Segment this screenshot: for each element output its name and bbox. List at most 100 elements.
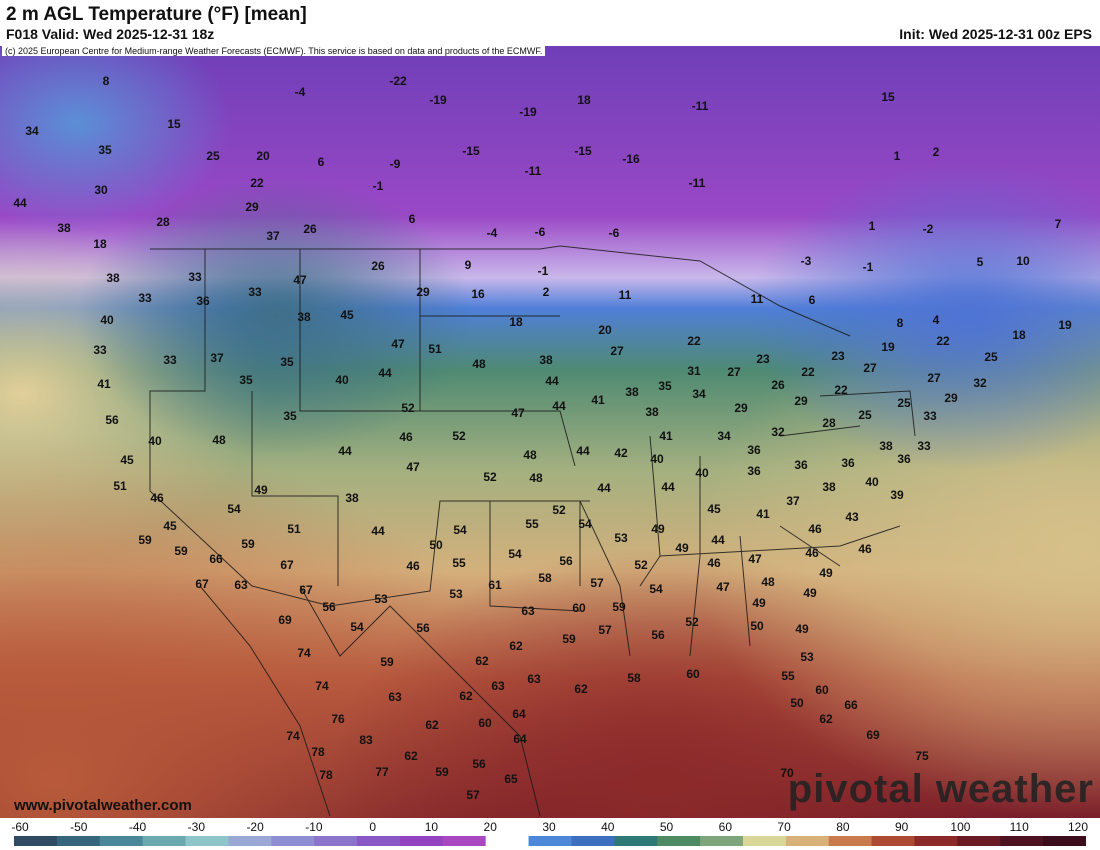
temp-label: 25 — [206, 149, 220, 163]
temp-label: 26 — [303, 222, 317, 236]
temp-label: 25 — [858, 408, 872, 422]
temp-label: 9 — [464, 258, 472, 272]
temp-label: 6 — [808, 293, 816, 307]
temp-label: -6 — [608, 226, 620, 240]
scale-tick: 30 — [542, 820, 556, 834]
temp-label: 20 — [598, 323, 612, 337]
temp-label: 38 — [345, 491, 359, 505]
temp-label: 59 — [562, 632, 576, 646]
temp-label: 53 — [800, 650, 814, 664]
temp-label: 47 — [293, 273, 307, 287]
temp-label: 35 — [283, 409, 297, 423]
colorbar-segment — [228, 836, 272, 846]
temp-label: 44 — [378, 366, 392, 380]
temp-label: 57 — [466, 788, 480, 802]
temp-label: 2 — [542, 285, 550, 299]
temp-label: -11 — [524, 164, 542, 178]
temp-label: -4 — [486, 226, 498, 240]
temp-label: 62 — [475, 654, 489, 668]
temperature-map[interactable]: (c) 2025 European Centre for Medium-rang… — [0, 46, 1100, 818]
temp-label: 48 — [529, 471, 543, 485]
temp-label: 11 — [618, 288, 632, 302]
temp-label: 59 — [435, 765, 449, 779]
temp-label: 1 — [893, 149, 901, 163]
temp-label: 51 — [428, 342, 442, 356]
temp-label: 22 — [687, 334, 701, 348]
temp-label: 60 — [815, 683, 829, 697]
temp-label: 67 — [299, 583, 313, 597]
temp-label: 62 — [574, 682, 588, 696]
temp-label: 42 — [614, 446, 628, 460]
colorbar-segment — [271, 836, 315, 846]
temp-label: 45 — [120, 453, 134, 467]
colorbar-segment — [871, 836, 915, 846]
temp-label: 40 — [650, 452, 664, 466]
color-scale: -60 -50 -40 -30 -20 -10 0 10 20 30 40 50 60 70 80 90 100… — [0, 818, 1100, 850]
temp-label: 22 — [801, 365, 815, 379]
temp-label: 48 — [212, 433, 226, 447]
temp-label: 41 — [97, 377, 111, 391]
temp-label: 46 — [707, 556, 721, 570]
temp-label: 50 — [750, 619, 764, 633]
temp-label: 47 — [716, 580, 730, 594]
temp-label: 22 — [250, 176, 264, 190]
temp-label: 44 — [552, 399, 566, 413]
temp-label: 52 — [634, 558, 648, 572]
temp-label: 40 — [335, 373, 349, 387]
temp-label: -1 — [862, 260, 874, 274]
temp-label: 36 — [794, 458, 808, 472]
temp-label: 44 — [711, 533, 725, 547]
temp-label: 33 — [188, 270, 202, 284]
temp-label: 38 — [879, 439, 893, 453]
temp-label: 33 — [163, 353, 177, 367]
temp-label: 69 — [866, 728, 880, 742]
temp-label: 78 — [319, 768, 333, 782]
temp-label: 62 — [425, 718, 439, 732]
temp-label: 34 — [692, 387, 706, 401]
temp-label: 11 — [750, 292, 764, 306]
temp-label: 50 — [790, 696, 804, 710]
temp-label: -2 — [922, 222, 934, 236]
temp-label: 44 — [661, 480, 675, 494]
scale-tick: 70 — [777, 820, 791, 834]
temp-label: -11 — [691, 99, 709, 113]
colorbar-segment — [614, 836, 658, 846]
temp-label: 2 — [932, 145, 940, 159]
scale-tick: 0 — [369, 820, 376, 834]
temp-label: 75 — [915, 749, 929, 763]
temp-label: 5 — [976, 255, 984, 269]
temp-label: 33 — [93, 343, 107, 357]
temp-label: 38 — [297, 310, 311, 324]
temp-label: 30 — [94, 183, 108, 197]
temp-label: 6 — [408, 212, 416, 226]
temp-label: 46 — [858, 542, 872, 556]
temp-label: 47 — [511, 406, 525, 420]
temp-label: 62 — [459, 689, 473, 703]
temp-label: 61 — [488, 578, 502, 592]
temp-label: 47 — [748, 552, 762, 566]
temp-label: 49 — [752, 596, 766, 610]
temp-label: 56 — [559, 554, 573, 568]
temp-label: 36 — [841, 456, 855, 470]
temp-label: 63 — [527, 672, 541, 686]
temp-label: 31 — [687, 364, 701, 378]
watermark: pivotal weather — [787, 767, 1094, 811]
temp-label: -1 — [537, 264, 549, 278]
colorbar-segment — [657, 836, 701, 846]
temp-label: 53 — [374, 592, 388, 606]
temp-label: 67 — [195, 577, 209, 591]
colorbar-segment — [314, 836, 358, 846]
temp-label: 33 — [138, 291, 152, 305]
temp-label: 67 — [280, 558, 294, 572]
temp-label: 8 — [102, 74, 110, 88]
temp-label: 62 — [819, 712, 833, 726]
temp-label: 37 — [786, 494, 800, 508]
temp-label: 49 — [675, 541, 689, 555]
temp-label: -1 — [372, 179, 384, 193]
init-time: Init: Wed 2025-12-31 00z EPS — [899, 26, 1092, 42]
temp-label: 48 — [472, 357, 486, 371]
temp-label: 18 — [509, 315, 523, 329]
scale-tick: 10 — [424, 820, 439, 834]
temp-label: 35 — [658, 379, 672, 393]
colorbar-segment — [14, 836, 58, 846]
